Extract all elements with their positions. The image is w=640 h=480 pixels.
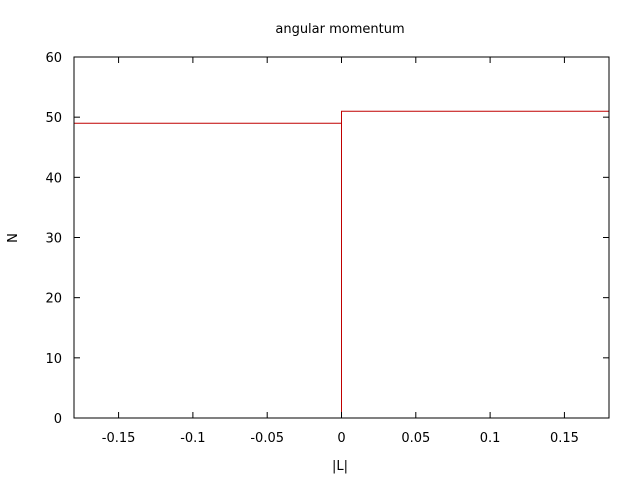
y-tick-label: 10 <box>45 352 62 367</box>
x-tick-label: 0.05 <box>401 431 430 446</box>
chart-title: angular momentum <box>275 22 404 37</box>
plot-area: -0.15 -0.1 -0.05 0 0.05 0.1 0.15 0 10 20 30 40 50 60 <box>45 51 610 446</box>
y-tick-label: 30 <box>45 232 62 247</box>
y-tick-label: 0 <box>54 412 62 427</box>
y-tick-label: 20 <box>45 292 62 307</box>
x-tick-label: -0.1 <box>180 431 205 446</box>
x-axis-label: |L| <box>332 459 348 474</box>
x-tick-label: -0.15 <box>102 431 136 446</box>
x-tick-label: 0.15 <box>550 431 579 446</box>
y-tick-label: 40 <box>45 171 62 186</box>
series-line-0 <box>74 110 609 418</box>
x-tick-label: -0.05 <box>250 431 284 446</box>
y-axis-label: N <box>6 233 21 243</box>
y-tick-label: 60 <box>45 51 62 66</box>
x-tick-label: 0 <box>337 431 345 446</box>
x-tick-label: 0.1 <box>480 431 501 446</box>
y-tick-label: 50 <box>45 111 62 126</box>
